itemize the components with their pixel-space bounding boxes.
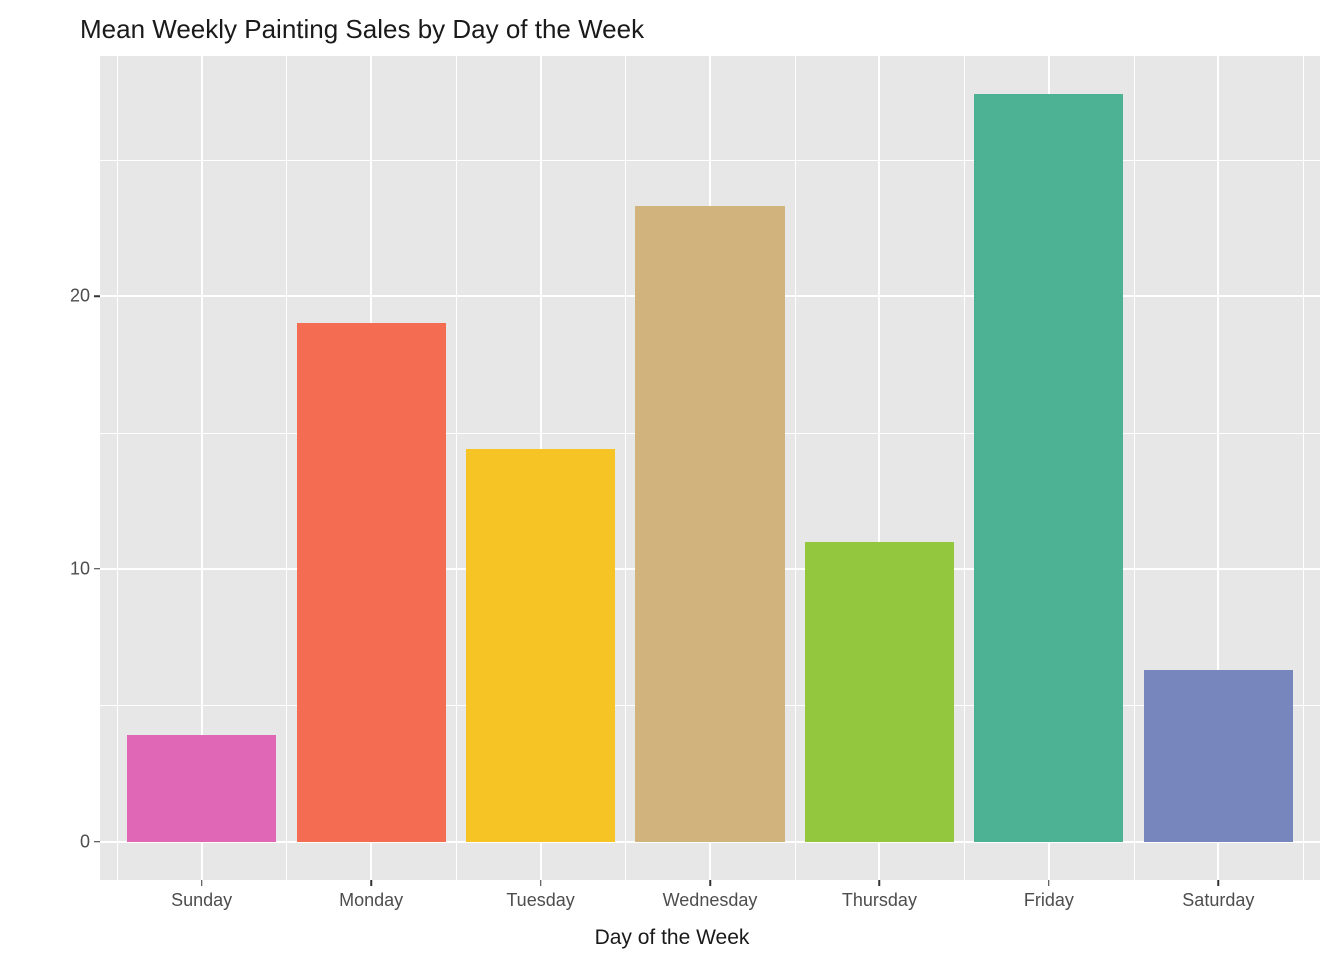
- x-tick-mark: [201, 880, 203, 886]
- gridline-vertical-minor: [1134, 56, 1135, 880]
- bar: [974, 94, 1123, 842]
- x-tick-label: Tuesday: [506, 890, 574, 911]
- y-tick-label: 20: [70, 286, 90, 307]
- y-tick-label: 10: [70, 558, 90, 579]
- x-tick-mark: [709, 880, 711, 886]
- bar: [635, 206, 784, 842]
- x-tick-mark: [1218, 880, 1220, 886]
- bar: [127, 735, 276, 841]
- x-tick-label: Sunday: [171, 890, 232, 911]
- plot-panel: 01020SundayMondayTuesdayWednesdayThursda…: [100, 56, 1320, 880]
- bar: [1144, 670, 1293, 842]
- chart-container: Mean Weekly Painting Sales by Day of the…: [0, 0, 1344, 960]
- bar: [466, 449, 615, 842]
- x-tick-label: Friday: [1024, 890, 1074, 911]
- gridline-vertical-minor: [1303, 56, 1304, 880]
- x-tick-label: Wednesday: [663, 890, 758, 911]
- x-tick-label: Thursday: [842, 890, 917, 911]
- x-tick-label: Monday: [339, 890, 403, 911]
- gridline-vertical-minor: [625, 56, 626, 880]
- bar: [297, 323, 446, 841]
- chart-title: Mean Weekly Painting Sales by Day of the…: [80, 14, 644, 45]
- x-tick-mark: [879, 880, 881, 886]
- gridline-vertical-minor: [795, 56, 796, 880]
- gridline-vertical-minor: [286, 56, 287, 880]
- bar: [805, 542, 954, 842]
- x-tick-mark: [370, 880, 372, 886]
- gridline-vertical-minor: [456, 56, 457, 880]
- y-tick-label: 0: [80, 831, 90, 852]
- gridline-vertical-minor: [964, 56, 965, 880]
- x-tick-mark: [1048, 880, 1050, 886]
- y-tick-mark: [94, 295, 100, 297]
- x-tick-label: Saturday: [1182, 890, 1254, 911]
- y-tick-mark: [94, 568, 100, 570]
- x-axis-label: Day of the Week: [0, 926, 1344, 950]
- y-tick-mark: [94, 841, 100, 843]
- gridline-vertical-minor: [117, 56, 118, 880]
- x-tick-mark: [540, 880, 542, 886]
